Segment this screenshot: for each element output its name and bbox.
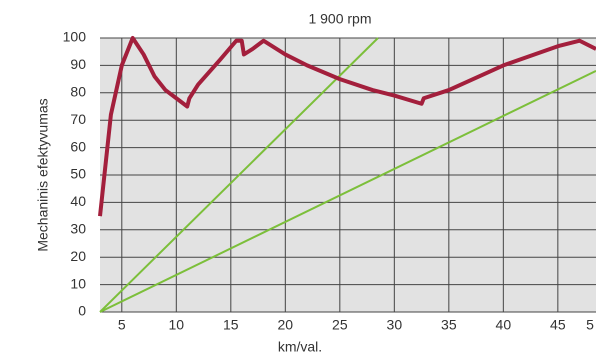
x-tick-label: 45 <box>550 317 566 333</box>
y-tick-label: 20 <box>70 248 86 264</box>
y-tick-label: 0 <box>78 303 86 319</box>
x-tick-label: 10 <box>169 317 185 333</box>
series-line <box>99 69 596 313</box>
y-tick-label: 60 <box>70 138 86 154</box>
x-tick-label: 25 <box>332 317 348 333</box>
series-line <box>98 36 596 217</box>
x-tick-label: 35 <box>441 317 457 333</box>
y-tick-label: 70 <box>70 111 86 127</box>
series-line <box>99 37 379 313</box>
x-tick-label: 30 <box>387 317 403 333</box>
x-tick-label: 5 <box>586 317 594 333</box>
x-tick-label: 20 <box>278 317 294 333</box>
y-tick-label: 90 <box>70 56 86 72</box>
y-tick-label: 10 <box>70 275 86 291</box>
x-tick-label: 40 <box>496 317 512 333</box>
y-tick-label: 80 <box>70 84 86 100</box>
x-tick-label: 15 <box>223 317 239 333</box>
y-axis-label: Mechaninis efektyvumas <box>35 98 51 251</box>
y-tick-label: 100 <box>63 29 87 45</box>
y-tick-label: 50 <box>70 166 86 182</box>
chart-title: 1 900 rpm <box>308 11 371 27</box>
x-tick-label: 5 <box>118 317 126 333</box>
x-axis-label: km/val. <box>278 339 322 355</box>
y-tick-label: 40 <box>70 193 86 209</box>
y-tick-label: 30 <box>70 221 86 237</box>
